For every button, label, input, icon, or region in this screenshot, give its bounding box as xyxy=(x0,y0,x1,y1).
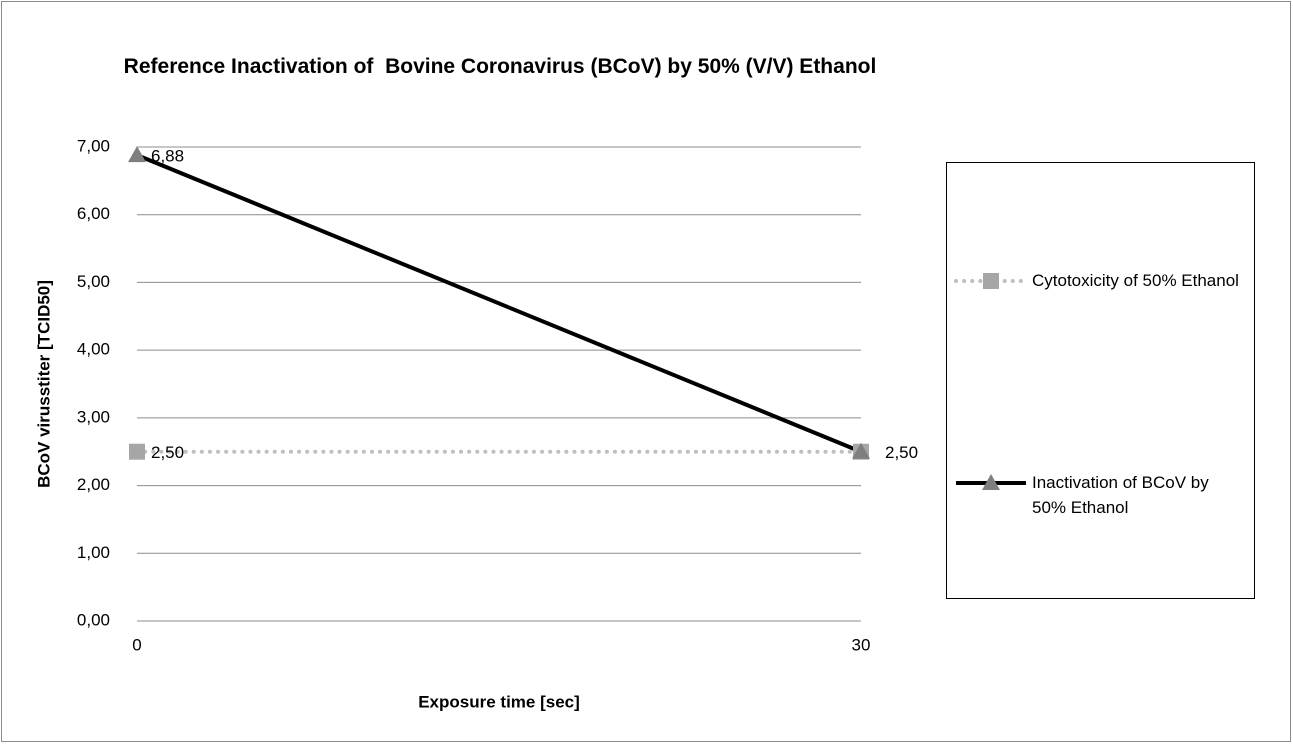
x-tick-label: 30 xyxy=(852,635,871,654)
y-tick-label: 0,00 xyxy=(77,610,110,629)
legend-label: Inactivation of BCoV by 50% Ethanol xyxy=(1032,473,1209,517)
data-point xyxy=(852,442,870,459)
y-tick-label: 2,00 xyxy=(77,475,110,494)
data-label: 2,50 xyxy=(151,443,184,462)
y-tick-label: 3,00 xyxy=(77,407,110,426)
y-tick-label: 6,00 xyxy=(77,204,110,223)
x-tick-label: 0 xyxy=(132,635,141,654)
y-tick-label: 4,00 xyxy=(77,340,110,359)
legend-label: Cytotoxicity of 50% Ethanol xyxy=(1032,271,1239,290)
data-point xyxy=(128,146,146,163)
legend-box xyxy=(946,162,1255,599)
y-tick-label: 7,00 xyxy=(77,136,110,155)
y-axis-title: BCoV virusstiter [TCID50] xyxy=(34,280,53,488)
legend-marker xyxy=(982,474,1000,490)
y-tick-label: 5,00 xyxy=(77,272,110,291)
data-point xyxy=(129,443,145,460)
data-label: 6,88 xyxy=(151,147,184,166)
y-tick-label: 1,00 xyxy=(77,543,110,562)
legend-marker xyxy=(983,273,999,289)
data-label: 2,50 xyxy=(885,443,918,462)
chart-title: Reference Inactivation of Bovine Coronav… xyxy=(123,55,877,78)
series-line xyxy=(136,153,862,454)
x-axis-title: Exposure time [sec] xyxy=(418,692,580,711)
